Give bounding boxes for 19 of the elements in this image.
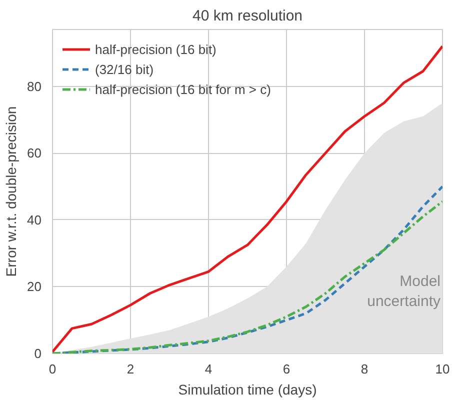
legend-label: half-precision (16 bit) bbox=[95, 42, 216, 56]
legend-label: (32/16 bit) bbox=[95, 62, 154, 76]
legend-label: half-precision (16 bit for m > c) bbox=[95, 82, 271, 96]
y-axis-title: Error w.r.t. double-precision bbox=[3, 106, 20, 277]
y-tick-label: 60 bbox=[27, 146, 42, 161]
y-tick-label: 80 bbox=[27, 78, 42, 94]
x-tick-label: 0 bbox=[48, 362, 56, 376]
chart-title: 40 km resolution bbox=[192, 8, 303, 24]
x-tick-label: 2 bbox=[126, 362, 134, 376]
x-axis-title: Simulation time (days) bbox=[178, 382, 317, 398]
line-series bbox=[52, 44, 442, 354]
x-tick-label: 6 bbox=[282, 362, 290, 376]
x-tick-label: 8 bbox=[360, 362, 368, 376]
y-tick-label: 20 bbox=[27, 279, 42, 294]
x-tick-label: 4 bbox=[204, 362, 212, 376]
y-tick-label: 0 bbox=[34, 346, 42, 361]
x-tick-label: 10 bbox=[435, 362, 450, 376]
annotation: Model uncertainty bbox=[367, 272, 441, 310]
y-tick-label: 40 bbox=[27, 212, 42, 228]
